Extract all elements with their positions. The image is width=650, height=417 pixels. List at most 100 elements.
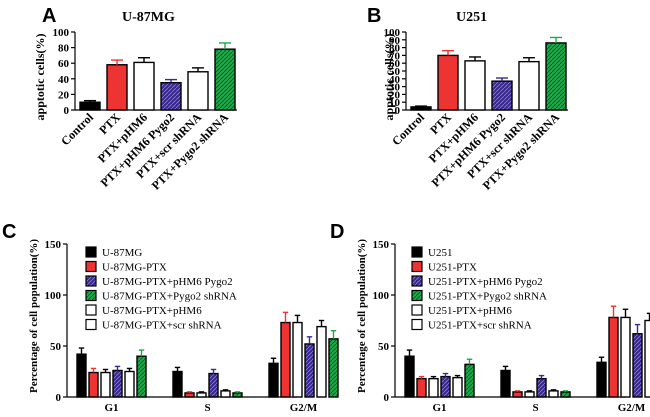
panel-d-letter: D xyxy=(330,221,344,243)
panel-d-legend-swatch xyxy=(411,289,423,302)
panel-c-legend-label: U-87MG-PTX xyxy=(102,262,167,274)
panel-d-bar-g2-m-u251-ptx-phm6 xyxy=(620,316,631,398)
panel-d-legend-swatch xyxy=(411,246,423,258)
panel-a-bar-ptx-phm6-pygo2 xyxy=(160,81,182,111)
panel-d-legend-label: U251-PTX+pHM6 Pygo2 xyxy=(428,276,543,288)
panel-b-ytick-label: 40 xyxy=(389,74,401,86)
panel-b-bar-ptx-pygo2-shrna xyxy=(545,42,567,111)
panel-c-ytick-label: 0 xyxy=(56,392,62,404)
panel-d-legend-label: U251-PTX+pHM6 xyxy=(428,305,512,317)
panel-c-bars xyxy=(76,311,339,398)
panel-d-bar-g1-u251-ptx-scr-shrna xyxy=(452,376,463,398)
panel-a-ytick-label: 80 xyxy=(58,43,70,55)
panel-d-xlabel: G1 xyxy=(432,402,446,414)
panel-a-letter: A xyxy=(42,5,56,27)
panel-a-bar-ptx-scr-shrna xyxy=(187,71,209,111)
panel-c-bar-g1-u-87mg xyxy=(76,353,87,398)
panel-b-ytick-label: 60 xyxy=(389,58,401,70)
panel-c-bar-g1-u-87mg-ptx-scr-shrna xyxy=(124,370,135,398)
panel-a-ytick-label: 60 xyxy=(58,58,70,70)
panel-d-legend: U251 U251-PTX U251-PTX+pHM6 Pygo2 U251-PTX+… xyxy=(411,246,547,332)
panel-c-bar-s-u-87mg-ptx-phm6 xyxy=(196,392,207,398)
panel-d-bar-g2-m-u251-ptx xyxy=(608,316,619,398)
panel-d-legend-swatch xyxy=(411,304,423,316)
panel-a-ytick-label: 100 xyxy=(53,27,70,39)
panel-c-legend-label: U-87MG-PTX+pHM6 Pygo2 xyxy=(102,276,233,288)
panel-a: A U-87MG apptotic cells(%) 020406080100 … xyxy=(33,5,237,193)
panel-c-legend-swatch xyxy=(85,275,97,287)
panel-d-ytick-label: 0 xyxy=(384,392,390,404)
panel-c-xlabels: G1 S G2/M xyxy=(104,402,317,414)
panel-d-bar-g1-u251-ptx-phm6-pygo2 xyxy=(440,375,451,398)
panel-a-bar-control xyxy=(79,101,101,111)
panel-b-axes xyxy=(405,32,568,111)
panel-c-legend-swatch xyxy=(85,289,97,302)
panel-a-bar-ptx xyxy=(106,64,128,111)
panel-d-bar-s-u251 xyxy=(500,369,511,398)
panel-a-bar-ptx-pygo2-shrna xyxy=(214,48,236,111)
panel-d-bar-s-u251-ptx-scr-shrna xyxy=(548,390,559,398)
panel-b-bar-control xyxy=(410,106,432,111)
panel-c-legend-label: U-87MG-PTX+Pygo2 shRNA xyxy=(102,291,237,303)
panel-d-bar-s-u251-ptx-phm6-pygo2 xyxy=(536,377,547,398)
panel-a-bar-ptx-phm6 xyxy=(133,61,155,111)
panel-c-xlabel: G2/M xyxy=(290,402,318,414)
panel-c-legend-label: U-87MG-PTX+scr shRNA xyxy=(102,320,222,332)
panel-c-legend-label: U-87MG-PTX+pHM6 xyxy=(102,305,202,317)
panel-c-ytick-label: 150 xyxy=(45,239,62,251)
panel-b-bars xyxy=(410,36,567,111)
panel-c-bar-g2-m-u-87mg-ptx-pygo2-shrna xyxy=(328,338,339,398)
panel-c-legend-swatch xyxy=(85,260,97,273)
panel-c: C Percentage of cell population(%) 0 50 10… xyxy=(2,221,339,414)
panel-d-legend-swatch xyxy=(411,318,423,331)
panel-b-bar-ptx-scr-shrna xyxy=(518,60,540,111)
panel-d-bar-g1-u251-ptx xyxy=(416,377,427,398)
panel-b-ytick-label: 100 xyxy=(384,27,401,39)
panel-b-ytick-label: 0 xyxy=(395,105,401,117)
panel-c-legend-label: U-87MG xyxy=(102,247,142,259)
panel-c-bar-g2-m-u-87mg-ptx-phm6-pygo2 xyxy=(304,343,315,398)
panel-c-yticks: 0 50 100 150 xyxy=(45,239,67,404)
panel-c-bar-g2-m-u-87mg-ptx xyxy=(280,321,291,398)
panel-b-title: U251 xyxy=(456,10,487,25)
panel-a-ylabel: apptotic cells(%) xyxy=(33,34,47,121)
panel-d-bar-s-u251-ptx-phm6 xyxy=(524,391,535,398)
panel-b-ytick-label: 50 xyxy=(389,66,401,78)
panel-d-ytick-label: 100 xyxy=(373,290,390,302)
panel-d: D Percentage of cell population(%) 0 50 10… xyxy=(330,221,650,414)
panel-b-ytick-label: 10 xyxy=(389,97,401,109)
panel-d-bar-g2-m-u251 xyxy=(596,361,607,398)
panel-d-bar-g2-m-u251-ptx-scr-shrna xyxy=(644,319,650,398)
panel-a-ytick-label: 40 xyxy=(58,74,70,86)
panel-d-bar-g1-u251 xyxy=(404,355,415,398)
panel-d-bar-g1-u251-ptx-pygo2-shrna xyxy=(464,363,475,398)
panel-b-ytick-label: 80 xyxy=(389,43,401,55)
panel-c-legend-swatch xyxy=(85,318,97,331)
panel-d-bars xyxy=(404,305,650,398)
panel-a-axes xyxy=(74,32,237,111)
panel-c-xlabel: S xyxy=(204,402,210,414)
panel-d-bar-g2-m-u251-ptx-phm6-pygo2 xyxy=(632,333,643,398)
panel-c-xlabel: G1 xyxy=(104,402,118,414)
panel-c-bar-s-u-87mg-ptx-pygo2-shrna xyxy=(232,392,243,398)
panel-c-ylabel: Percentage of cell population(%) xyxy=(28,239,40,393)
panel-b-ytick-label: 90 xyxy=(389,35,401,47)
panel-c-bar-g2-m-u-87mg-ptx-scr-shrna xyxy=(316,325,327,398)
panel-d-legend-swatch xyxy=(411,260,423,273)
panel-c-bar-g1-u-87mg-ptx-phm6-pygo2 xyxy=(112,369,123,398)
panel-c-bar-s-u-87mg-ptx-phm6-pygo2 xyxy=(208,372,219,398)
panel-d-legend-label: U251-PTX xyxy=(428,262,477,274)
panel-c-bar-g1-u-87mg-ptx-pygo2-shrna xyxy=(136,355,147,398)
panel-c-bar-s-u-87mg-ptx xyxy=(184,392,195,398)
panel-d-legend-label: U251-PTX+Pygo2 shRNA xyxy=(428,291,547,303)
panel-c-ytick-label: 50 xyxy=(50,341,62,353)
panel-d-ylabel: Percentage of cell population(%) xyxy=(356,239,368,393)
panel-b-bar-ptx-phm6-pygo2 xyxy=(491,80,513,111)
panel-a-title: U-87MG xyxy=(122,10,175,25)
panel-d-bar-g1-u251-ptx-phm6 xyxy=(428,377,439,398)
panel-d-xlabel: G2/M xyxy=(618,402,646,414)
panel-d-legend-swatch xyxy=(411,275,423,287)
